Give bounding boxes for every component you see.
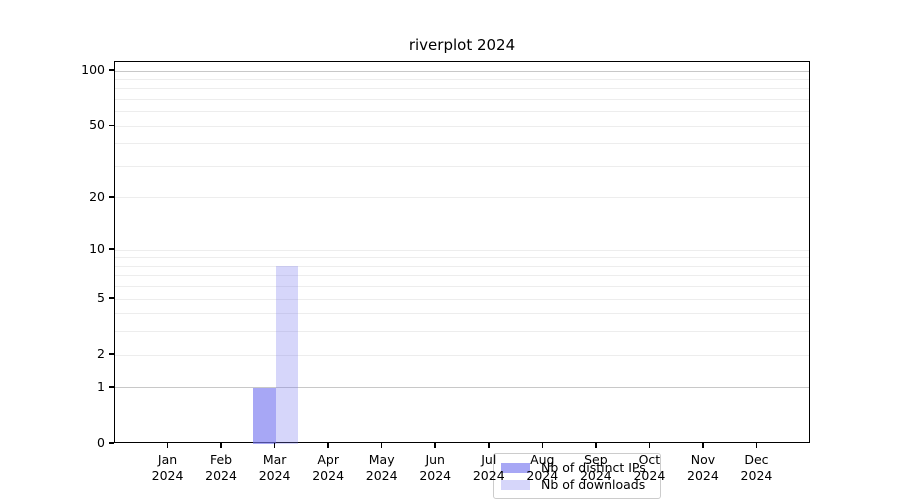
y-tick-label-1: 1 (97, 378, 105, 394)
x-tick-label-oct: Oct 2024 (633, 452, 666, 483)
gridline-y-100 (115, 70, 809, 72)
y-tick-label-100: 100 (81, 62, 105, 78)
gridline-y-3 (115, 331, 809, 333)
y-tick-2 (109, 353, 114, 355)
y-tick-label-10: 10 (89, 241, 105, 257)
y-tick-label-50: 50 (89, 117, 105, 133)
x-tick-sep (595, 443, 597, 448)
plot-area: Nb of distinct IPs Nb of downloads (114, 61, 810, 499)
x-tick-label-nov: Nov 2024 (687, 452, 719, 483)
gridline-y-6 (115, 286, 809, 288)
x-tick-label-dec: Dec 2024 (740, 452, 773, 483)
legend-label-downloads: Nb of downloads (541, 477, 646, 493)
x-tick-dec (755, 443, 758, 448)
y-tick-label-5: 5 (97, 290, 105, 306)
gridline-y-10 (115, 249, 809, 251)
chart-title: riverplot 2024 (408, 36, 516, 54)
x-tick-nov (702, 443, 704, 448)
x-tick-may (380, 443, 383, 448)
legend-label-distinct-ips: Nb of distinct IPs (541, 459, 646, 475)
gridline-y-1 (115, 387, 809, 389)
x-tick-label-mar: Mar 2024 (258, 452, 291, 483)
gridline-y-30 (115, 166, 809, 167)
y-tick-10 (109, 248, 114, 250)
legend-item-distinct-ips: Nb of distinct IPs (501, 459, 652, 476)
gridline-y-40 (115, 143, 809, 145)
y-tick-20 (109, 196, 114, 198)
x-tick-label-feb: Feb 2024 (205, 452, 237, 483)
legend-swatch-downloads (501, 480, 530, 491)
x-tick-label-jul: Jul 2024 (472, 452, 505, 483)
x-tick-feb (220, 443, 222, 448)
x-tick-jan (166, 443, 169, 448)
gridline-y-7 (115, 275, 809, 277)
gridline-y-50 (115, 125, 809, 127)
x-tick-label-apr: Apr 2024 (312, 452, 345, 483)
gridline-y-20 (115, 197, 809, 199)
gridline-y-70 (115, 99, 809, 101)
x-tick-label-aug: Aug 2024 (526, 452, 559, 483)
y-tick-1 (109, 386, 114, 388)
x-tick-jun (434, 443, 436, 448)
x-tick-label-may: May 2024 (365, 452, 398, 483)
gridline-y-60 (115, 111, 809, 113)
legend-swatch-distinct-ips (501, 462, 530, 473)
legend: Nb of distinct IPs Nb of downloads (493, 453, 661, 499)
bar-mar-2024-downloads (275, 266, 299, 444)
gridline-y-80 (115, 88, 809, 90)
gridline-y-5 (115, 298, 809, 300)
y-tick-label-2: 2 (97, 346, 105, 362)
legend-item-downloads: Nb of downloads (501, 477, 652, 494)
x-tick-jul (488, 443, 490, 448)
x-tick-aug (541, 443, 544, 448)
gridline-y-90 (115, 78, 809, 80)
x-tick-mar (273, 443, 276, 448)
gridline-y-9 (115, 257, 809, 259)
y-tick-label-20: 20 (89, 188, 105, 204)
gridline-y-8 (115, 265, 809, 267)
x-tick-label-sep: Sep 2024 (579, 452, 612, 483)
y-tick-0 (109, 442, 114, 444)
x-tick-label-jun: Jun 2024 (419, 452, 452, 483)
y-tick-100 (109, 69, 114, 71)
x-tick-oct (648, 443, 651, 448)
bar-mar-2024-distinct-ips (253, 387, 276, 444)
gridline-y-4 (115, 313, 809, 315)
y-tick-label-0: 0 (97, 435, 105, 450)
y-tick-50 (109, 124, 114, 127)
gridline-y-2 (115, 354, 809, 356)
x-tick-label-jan: Jan 2024 (151, 452, 184, 483)
y-tick-5 (109, 297, 114, 299)
x-tick-apr (327, 443, 329, 448)
